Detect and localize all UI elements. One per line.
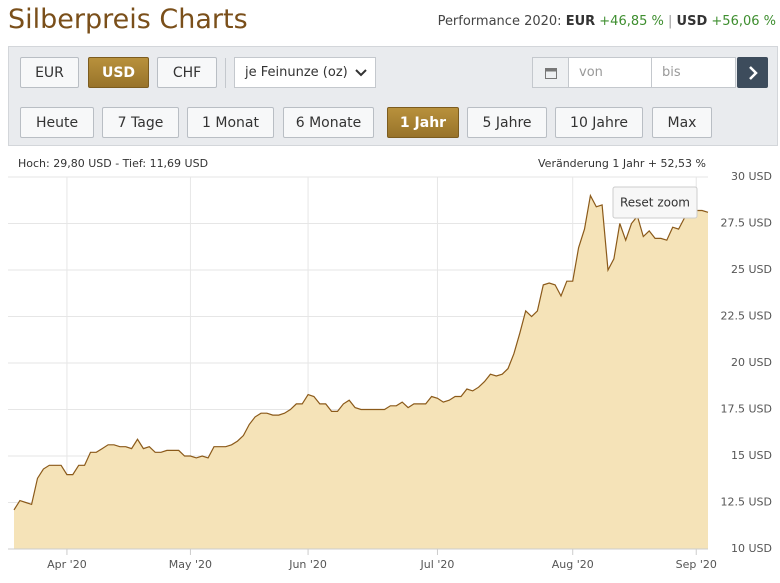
button[interactable]: 10 Jahre bbox=[555, 107, 643, 138]
price-line bbox=[13, 193, 709, 511]
separator: | bbox=[668, 14, 673, 29]
button[interactable]: 1 Monat bbox=[187, 107, 274, 138]
date-from-placeholder: von bbox=[579, 65, 603, 80]
y-tick-label: 20 USD bbox=[731, 356, 772, 369]
performance-label: Performance 2020: bbox=[437, 14, 562, 29]
eur-label: EUR bbox=[565, 14, 596, 29]
button[interactable]: 7 Tage bbox=[102, 107, 179, 138]
x-tick-label: Sep '20 bbox=[676, 558, 717, 571]
chart-annotation: Veränderung 1 Jahr + 52,53 % bbox=[538, 157, 706, 170]
x-tick-label: Aug '20 bbox=[552, 558, 594, 571]
button[interactable]: 6 Monate bbox=[283, 107, 374, 138]
reset-zoom-label: Reset zoom bbox=[620, 196, 690, 210]
date-to[interactable]: bis bbox=[651, 57, 736, 88]
chevron-icon bbox=[355, 68, 367, 76]
usd-label: USD bbox=[676, 14, 708, 29]
reset-zoom-box bbox=[612, 186, 698, 219]
y-tick-label: 17.5 USD bbox=[721, 403, 773, 416]
button[interactable]: 1 Jahr bbox=[387, 107, 459, 138]
eur-value: +46,85 % bbox=[599, 14, 664, 29]
x-tick-label: May '20 bbox=[169, 558, 212, 571]
button[interactable]: USD bbox=[88, 57, 149, 88]
x-tick-label: Jun '20 bbox=[288, 558, 327, 571]
performance: Performance 2020: EUR +46,85 % | USD +56… bbox=[438, 14, 776, 29]
calendar-icon-box bbox=[532, 57, 569, 88]
button[interactable]: Max bbox=[652, 107, 712, 138]
button[interactable]: EUR bbox=[20, 57, 79, 88]
unit-select[interactable]: je Feinunze (oz) bbox=[234, 57, 376, 88]
area-fill bbox=[14, 195, 708, 549]
x-tick-label: Jul '20 bbox=[420, 558, 455, 571]
y-tick-label: 10 USD bbox=[731, 542, 772, 555]
y-tick-label: 30 USD bbox=[731, 170, 772, 183]
date-from[interactable]: von bbox=[568, 57, 652, 88]
reset-zoom[interactable]: Reset zoom bbox=[612, 186, 698, 219]
usd-value: +56,06 % bbox=[711, 14, 776, 29]
chart-subtitle: Hoch: 29,80 USD - Tief: 11,69 USD bbox=[18, 157, 208, 170]
arrow-icon bbox=[748, 65, 758, 80]
y-tick-label: 22.5 USD bbox=[721, 310, 773, 323]
chart: Hoch: 29,80 USD - Tief: 11,69 USD Veränd… bbox=[8, 157, 773, 571]
y-tick-label: 27.5 USD bbox=[721, 217, 773, 230]
x-tick-label: Apr '20 bbox=[47, 558, 87, 571]
page-title: Silberpreis Charts bbox=[8, 4, 248, 35]
y-tick-label: 15 USD bbox=[731, 449, 772, 462]
button[interactable]: 5 Jahre bbox=[467, 107, 547, 138]
submit-button[interactable] bbox=[737, 57, 768, 88]
y-tick-label: 25 USD bbox=[731, 263, 772, 276]
divider bbox=[225, 58, 226, 88]
unit-select-text: je Feinunze (oz) bbox=[245, 65, 348, 80]
calendar-icon bbox=[544, 67, 557, 79]
y-tick-label: 12.5 USD bbox=[721, 496, 773, 509]
button[interactable]: CHF bbox=[157, 57, 217, 88]
button[interactable]: Heute bbox=[20, 107, 94, 138]
date-to-placeholder: bis bbox=[662, 65, 681, 80]
